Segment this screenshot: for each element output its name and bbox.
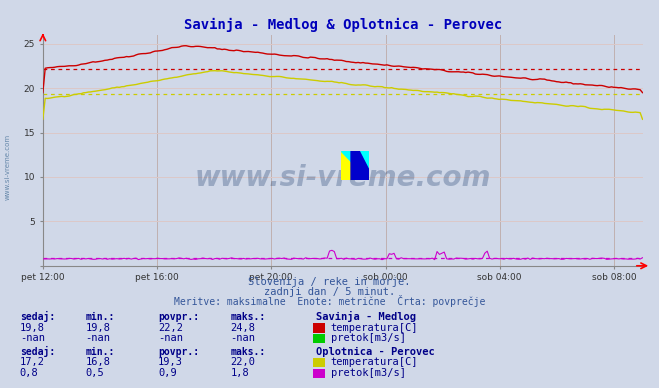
Text: -nan: -nan [231, 333, 256, 343]
Text: www.si-vreme.com: www.si-vreme.com [194, 164, 491, 192]
Title: Savinja - Medlog & Oplotnica - Perovec: Savinja - Medlog & Oplotnica - Perovec [184, 18, 501, 32]
Text: 24,8: 24,8 [231, 322, 256, 333]
Text: Slovenija / reke in morje.: Slovenija / reke in morje. [248, 277, 411, 287]
Text: zadnji dan / 5 minut.: zadnji dan / 5 minut. [264, 287, 395, 297]
Text: Meritve: maksimalne  Enote: metrične  Črta: povprečje: Meritve: maksimalne Enote: metrične Črta… [174, 294, 485, 307]
Polygon shape [341, 151, 369, 180]
Text: -nan: -nan [86, 333, 111, 343]
Text: povpr.:: povpr.: [158, 347, 199, 357]
Text: min.:: min.: [86, 312, 115, 322]
Text: 17,2: 17,2 [20, 357, 45, 367]
Text: maks.:: maks.: [231, 312, 266, 322]
Text: -nan: -nan [20, 333, 45, 343]
Text: 22,2: 22,2 [158, 322, 183, 333]
Text: pretok[m3/s]: pretok[m3/s] [331, 368, 406, 378]
Text: 22,0: 22,0 [231, 357, 256, 367]
Text: 19,8: 19,8 [20, 322, 45, 333]
Text: -nan: -nan [158, 333, 183, 343]
Text: www.si-vreme.com: www.si-vreme.com [5, 134, 11, 200]
Text: povpr.:: povpr.: [158, 312, 199, 322]
Text: 0,9: 0,9 [158, 368, 177, 378]
Text: min.:: min.: [86, 347, 115, 357]
Text: 1,8: 1,8 [231, 368, 249, 378]
Text: Oplotnica - Perovec: Oplotnica - Perovec [316, 347, 435, 357]
Text: maks.:: maks.: [231, 347, 266, 357]
Text: 0,5: 0,5 [86, 368, 104, 378]
Text: 0,8: 0,8 [20, 368, 38, 378]
Text: pretok[m3/s]: pretok[m3/s] [331, 333, 406, 343]
Text: Savinja - Medlog: Savinja - Medlog [316, 311, 416, 322]
Text: temperatura[C]: temperatura[C] [331, 357, 418, 367]
Polygon shape [341, 151, 369, 180]
Text: 19,8: 19,8 [86, 322, 111, 333]
Text: 19,3: 19,3 [158, 357, 183, 367]
Text: temperatura[C]: temperatura[C] [331, 322, 418, 333]
Text: sedaj:: sedaj: [20, 346, 55, 357]
Text: 16,8: 16,8 [86, 357, 111, 367]
Polygon shape [351, 151, 369, 180]
Text: sedaj:: sedaj: [20, 311, 55, 322]
